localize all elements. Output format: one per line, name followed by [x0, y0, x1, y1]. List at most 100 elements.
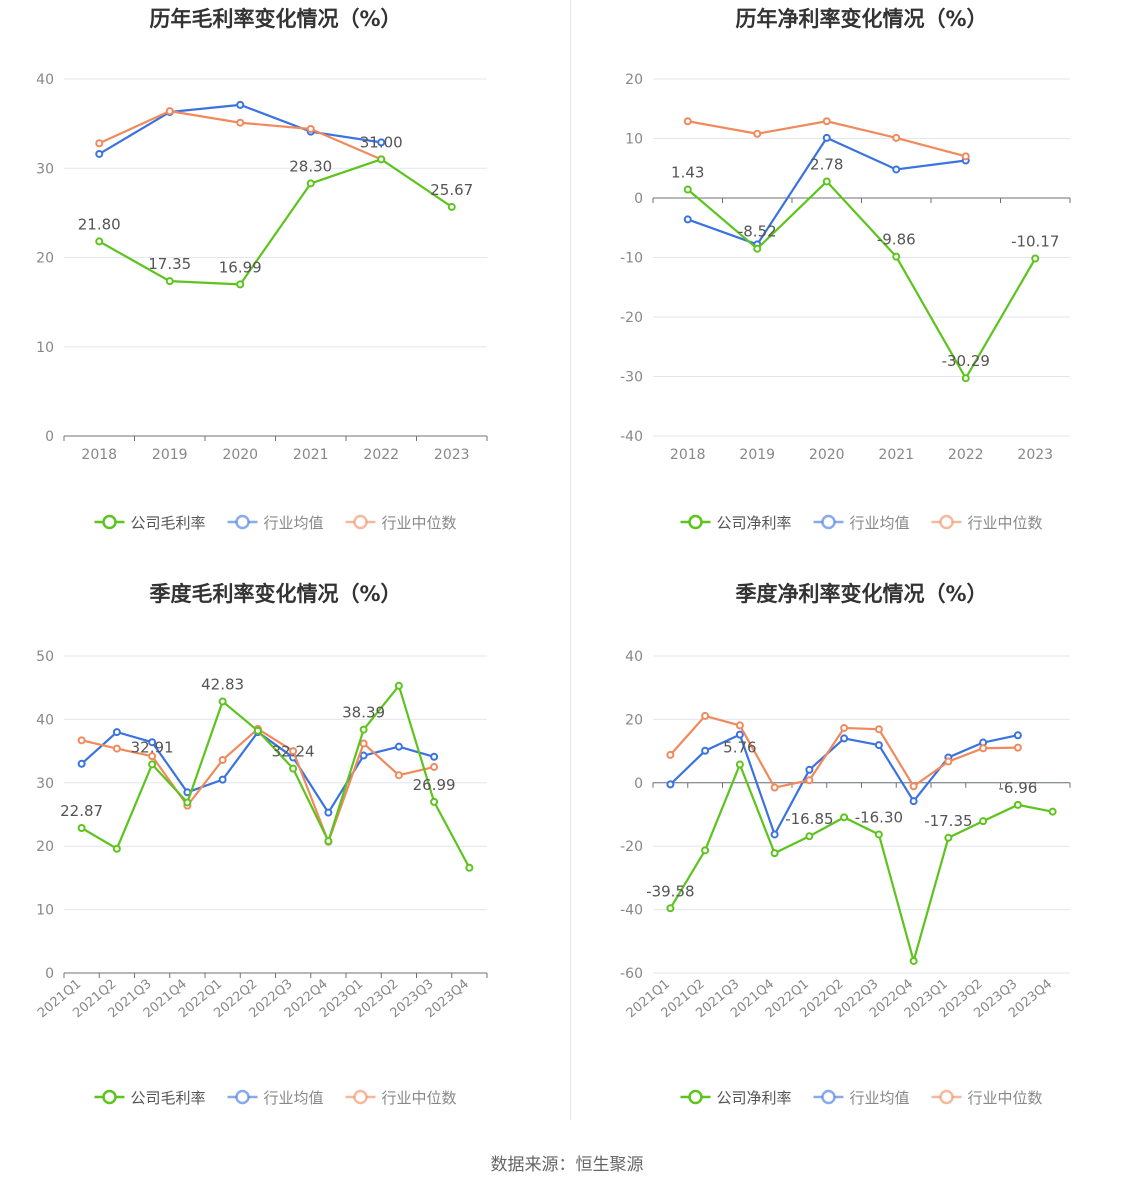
data-point-company[interactable]: [77, 824, 86, 833]
data-point-industry_avg[interactable]: [218, 775, 227, 784]
data-point-company[interactable]: [324, 837, 333, 846]
data-point-industry_avg[interactable]: [1013, 731, 1022, 740]
data-point-industry_avg[interactable]: [840, 734, 849, 743]
data-point-industry_avg[interactable]: [430, 752, 439, 761]
data-point-company[interactable]: [394, 681, 403, 690]
legend-item-industry_avg[interactable]: 行业均值: [227, 514, 324, 532]
data-point-industry_median[interactable]: [840, 723, 849, 732]
legend-item-industry_median[interactable]: 行业中位数: [345, 514, 457, 532]
data-point-industry_avg[interactable]: [822, 133, 831, 142]
legend-item-industry_median[interactable]: 行业中位数: [931, 1089, 1043, 1107]
data-point-company[interactable]: [874, 830, 883, 839]
data-point-company[interactable]: [1048, 807, 1057, 816]
data-point-industry_median[interactable]: [289, 747, 298, 756]
data-point-company[interactable]: [465, 863, 474, 872]
data-point-industry_median[interactable]: [359, 739, 368, 748]
data-point-industry_median[interactable]: [666, 750, 675, 759]
legend-item-industry_avg[interactable]: 行业均值: [813, 514, 910, 532]
data-point-industry_median[interactable]: [77, 736, 86, 745]
legend-item-industry_avg[interactable]: 行业均值: [813, 1089, 910, 1107]
data-point-industry_median[interactable]: [430, 762, 439, 771]
data-point-industry_avg[interactable]: [666, 780, 675, 789]
legend-item-industry_avg[interactable]: 行业均值: [227, 1089, 324, 1107]
data-point-company[interactable]: [359, 725, 368, 734]
data-point-industry_avg[interactable]: [359, 751, 368, 760]
data-point-industry_median[interactable]: [770, 783, 779, 792]
data-point-company[interactable]: [430, 797, 439, 806]
data-point-industry_median[interactable]: [306, 124, 315, 133]
data-point-company[interactable]: [961, 374, 970, 383]
data-point-industry_median[interactable]: [683, 117, 692, 126]
data-point-industry_median[interactable]: [979, 744, 988, 753]
data-point-company[interactable]: [805, 832, 814, 841]
data-point-company[interactable]: [892, 252, 901, 261]
data-point-company[interactable]: [236, 280, 245, 289]
data-point-industry_avg[interactable]: [394, 742, 403, 751]
data-point-industry_median[interactable]: [805, 776, 814, 785]
data-point-industry_median[interactable]: [1013, 743, 1022, 752]
legend-item-industry_median[interactable]: 行业中位数: [345, 1089, 457, 1107]
data-point-industry_median[interactable]: [892, 133, 901, 142]
data-point-industry_avg[interactable]: [377, 138, 386, 147]
data-point-company[interactable]: [1031, 254, 1040, 263]
data-point-company[interactable]: [770, 849, 779, 858]
data-point-company[interactable]: [840, 813, 849, 822]
legend-item-company[interactable]: 公司毛利率: [94, 514, 206, 532]
data-point-industry_avg[interactable]: [95, 149, 104, 158]
data-point-company[interactable]: [979, 817, 988, 826]
data-point-company[interactable]: [112, 844, 121, 853]
data-point-industry_median[interactable]: [909, 782, 918, 791]
data-point-company[interactable]: [822, 177, 831, 186]
legend-item-company[interactable]: 公司净利率: [680, 1089, 792, 1107]
data-point-company[interactable]: [735, 760, 744, 769]
data-point-industry_median[interactable]: [753, 129, 762, 138]
data-point-industry_median[interactable]: [95, 139, 104, 148]
data-point-industry_median[interactable]: [874, 725, 883, 734]
data-point-company[interactable]: [377, 155, 386, 164]
data-point-industry_avg[interactable]: [805, 765, 814, 774]
data-point-industry_median[interactable]: [822, 117, 831, 126]
data-point-industry_median[interactable]: [701, 711, 710, 720]
data-point-industry_median[interactable]: [236, 118, 245, 127]
data-point-industry_avg[interactable]: [77, 759, 86, 768]
data-point-industry_avg[interactable]: [148, 738, 157, 747]
data-point-industry_median[interactable]: [148, 752, 157, 761]
data-point-industry_median[interactable]: [165, 107, 174, 116]
data-point-company[interactable]: [165, 277, 174, 286]
data-point-company[interactable]: [701, 846, 710, 855]
data-point-company[interactable]: [447, 202, 456, 211]
data-point-industry_median[interactable]: [961, 152, 970, 161]
legend-item-industry_median[interactable]: 行业中位数: [931, 514, 1043, 532]
data-point-industry_avg[interactable]: [112, 728, 121, 737]
legend-label: 行业中位数: [968, 514, 1043, 532]
data-point-industry_avg[interactable]: [874, 741, 883, 750]
data-point-company[interactable]: [95, 237, 104, 246]
data-point-industry_avg[interactable]: [770, 830, 779, 839]
data-point-company[interactable]: [183, 798, 192, 807]
data-point-industry_avg[interactable]: [909, 797, 918, 806]
legend-item-company[interactable]: 公司净利率: [680, 514, 792, 532]
data-point-industry_avg[interactable]: [701, 746, 710, 755]
data-point-industry_median[interactable]: [218, 755, 227, 764]
data-point-industry_avg[interactable]: [735, 730, 744, 739]
data-point-industry_avg[interactable]: [892, 165, 901, 174]
data-point-industry_avg[interactable]: [683, 215, 692, 224]
data-point-industry_avg[interactable]: [324, 808, 333, 817]
legend-item-company[interactable]: 公司毛利率: [94, 1089, 206, 1107]
data-point-industry_median[interactable]: [944, 757, 953, 766]
data-point-company[interactable]: [666, 904, 675, 913]
data-point-company[interactable]: [683, 185, 692, 194]
data-point-industry_median[interactable]: [735, 721, 744, 730]
data-point-company[interactable]: [253, 726, 262, 735]
data-point-company[interactable]: [909, 956, 918, 965]
data-point-company[interactable]: [1013, 800, 1022, 809]
data-point-industry_median[interactable]: [112, 744, 121, 753]
data-point-company[interactable]: [289, 764, 298, 773]
data-point-industry_median[interactable]: [394, 771, 403, 780]
data-point-company[interactable]: [148, 760, 157, 769]
data-point-company[interactable]: [218, 697, 227, 706]
data-point-company[interactable]: [306, 179, 315, 188]
data-point-industry_avg[interactable]: [236, 100, 245, 109]
data-point-company[interactable]: [753, 244, 762, 253]
data-point-company[interactable]: [944, 833, 953, 842]
